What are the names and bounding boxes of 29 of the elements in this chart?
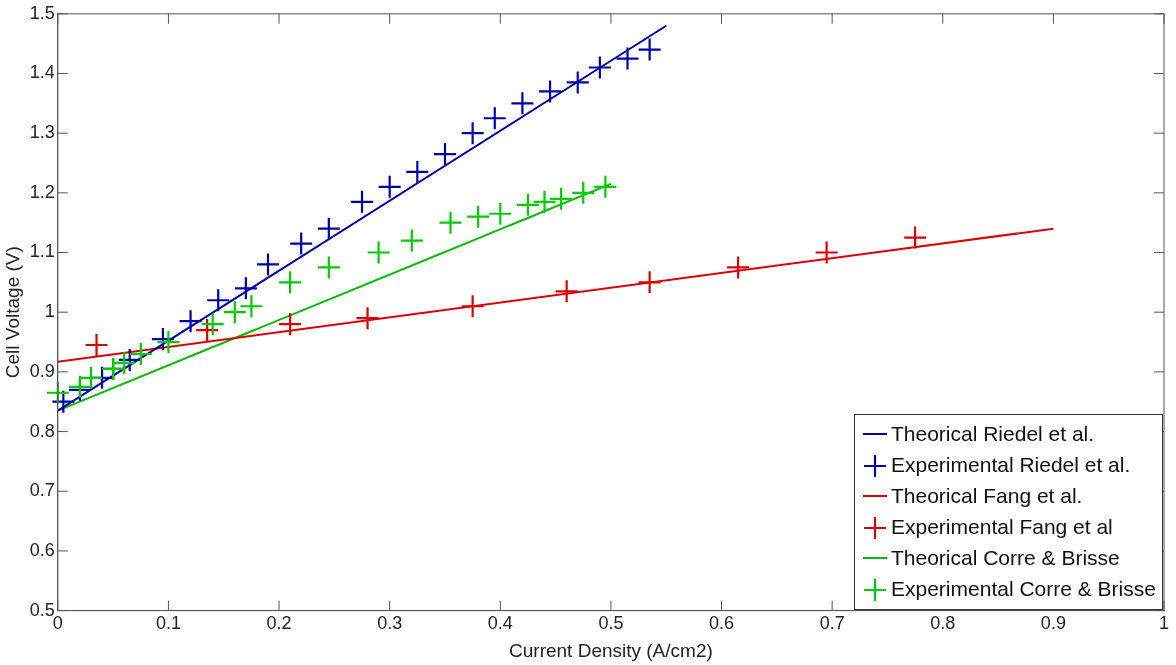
legend-label: Theorical Corre & Brisse [891,546,1120,571]
y-tick-label: 1.3 [29,122,55,143]
y-tick-label: 1 [44,301,55,322]
y-tick-label: 0.8 [29,420,55,441]
y-tick-label: 1.2 [29,181,55,202]
y-tick-label: 1.5 [29,2,55,23]
y-tick-label: 0.6 [29,539,55,560]
y-tick-label: 0.9 [29,360,55,381]
legend-label: Experimental Fang et al [891,515,1113,540]
x-tick-label: 0.8 [930,613,956,634]
legend-label: Experimental Riedel et al. [891,453,1131,478]
x-tick-label: 0.7 [819,613,845,634]
y-tick-label: 1.4 [29,62,55,83]
x-tick-label: 0.5 [598,613,624,634]
y-axis-title: Cell Voltage (V) [1,246,23,379]
x-tick-label: 0.4 [487,613,513,634]
x-tick-label: 1 [1158,613,1170,634]
x-tick-label: 0.2 [266,613,292,634]
y-tick-label: 1.1 [29,241,55,262]
legend-label: Experimental Corre & Brisse [891,577,1156,602]
y-tick-label: 0.5 [29,599,55,620]
x-tick-label: 0.3 [377,613,403,634]
y-tick-label: 0.7 [29,480,55,501]
legend-label: Theorical Fang et al. [891,484,1083,509]
x-tick-label: 0.1 [155,613,181,634]
x-tick-label: 0.9 [1040,613,1066,634]
x-axis-title: Current Density (A/cm2) [509,639,713,661]
x-tick-label: 0.6 [709,613,735,634]
legend-label: Theorical Riedel et al. [891,422,1095,447]
